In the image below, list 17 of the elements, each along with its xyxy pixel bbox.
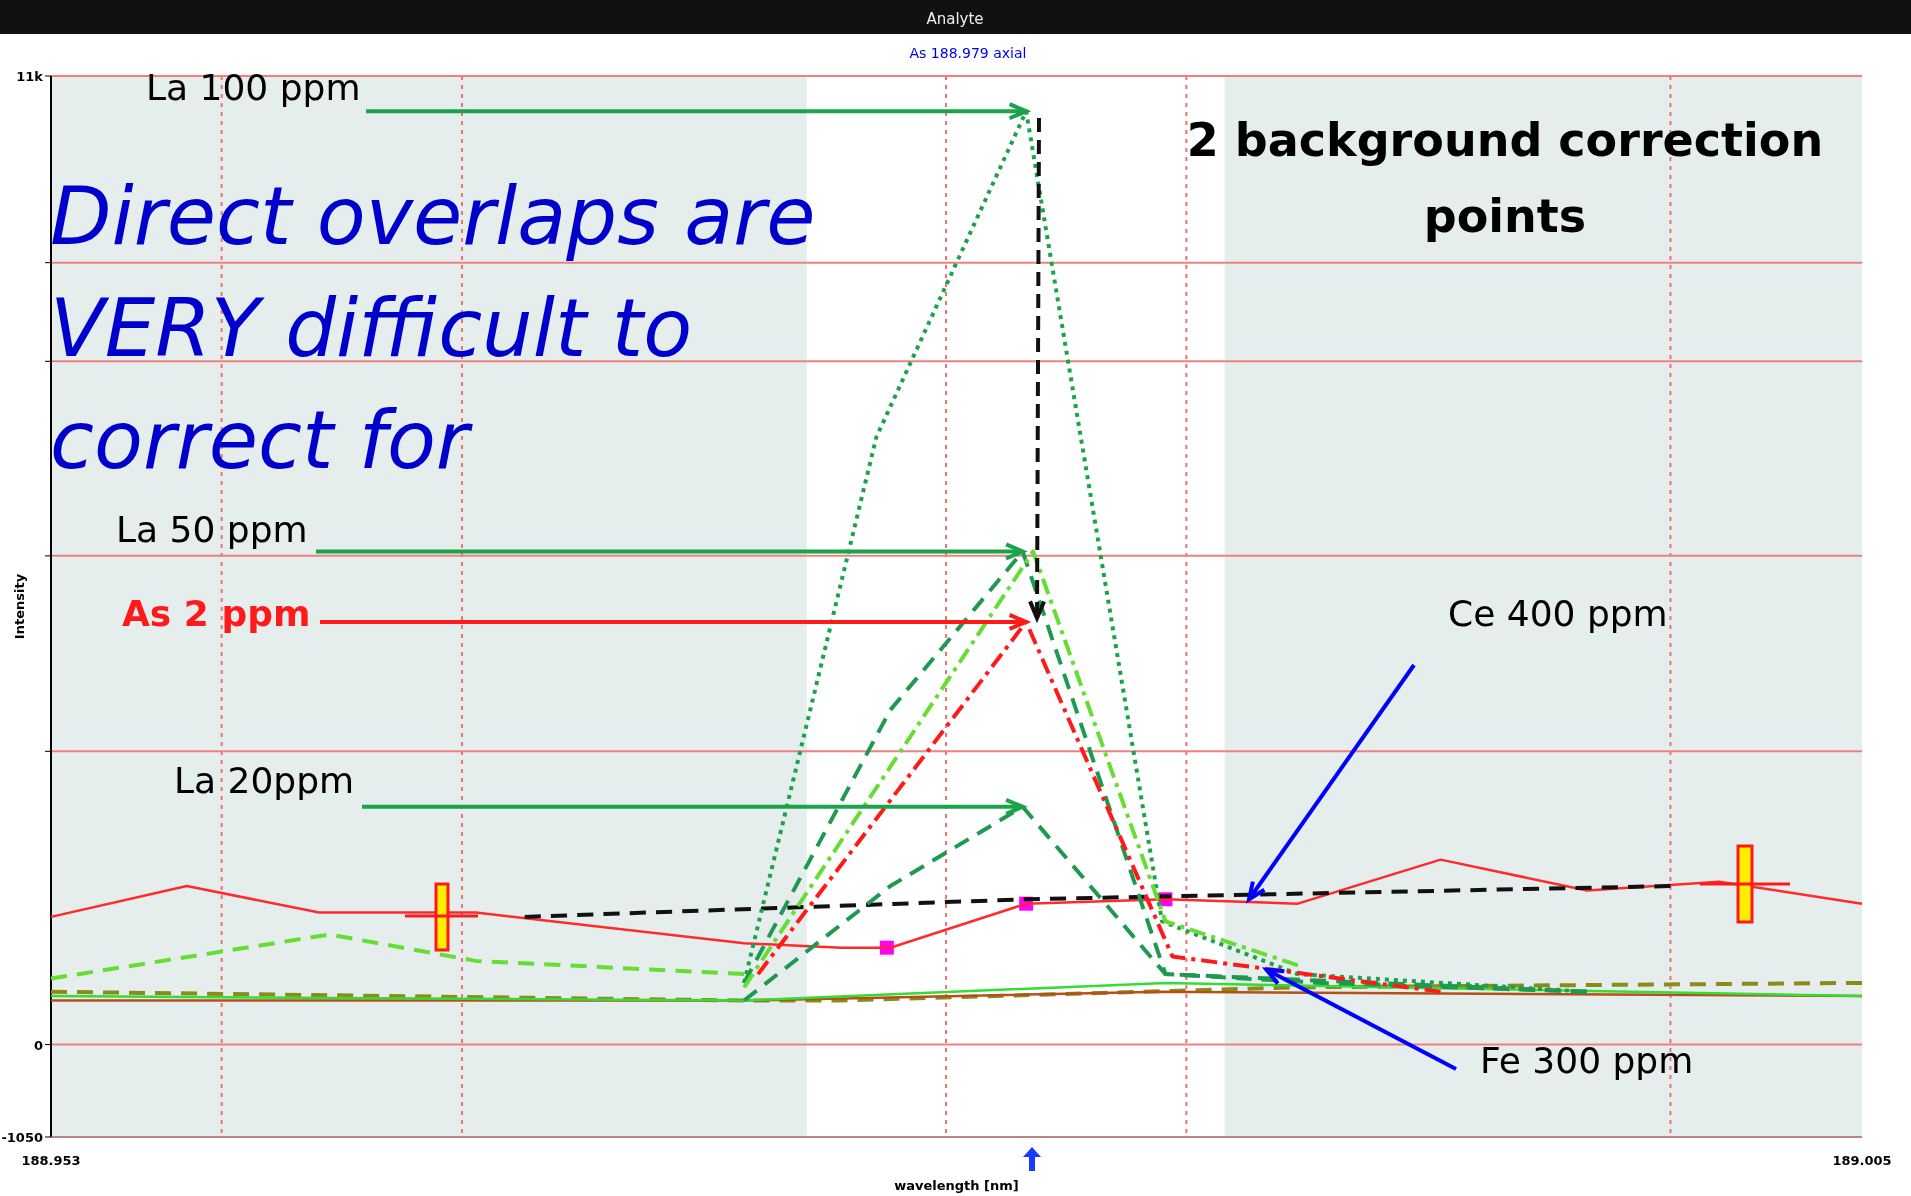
y-tick-label: 11k — [16, 69, 44, 84]
annotation: La 50 ppm — [116, 509, 308, 550]
y-axis-title: Intensity — [12, 573, 27, 640]
annotation: As 2 ppm — [122, 593, 311, 634]
x-tick-label: 189.005 — [1832, 1153, 1892, 1168]
annotation: 2 background correction points — [1186, 113, 1824, 243]
annotation: Direct overlaps are VERY difficult to correct for — [50, 170, 816, 487]
chart-title: Analyte — [926, 10, 984, 28]
chart-subtitle: As 188.979 axial — [909, 45, 1027, 61]
y-tick-label: -1050 — [1, 1130, 43, 1145]
x-tick-label: 188.953 — [21, 1153, 81, 1168]
y-tick-label: 0 — [33, 1037, 43, 1053]
annotation: Ce 400 ppm — [1448, 593, 1668, 634]
x-axis-title: wavelength [nm] — [894, 1178, 1019, 1193]
annotation: La 20ppm — [174, 760, 355, 801]
annotation: La 100 ppm — [146, 67, 361, 108]
annotation: Fe 300 ppm — [1480, 1040, 1694, 1081]
